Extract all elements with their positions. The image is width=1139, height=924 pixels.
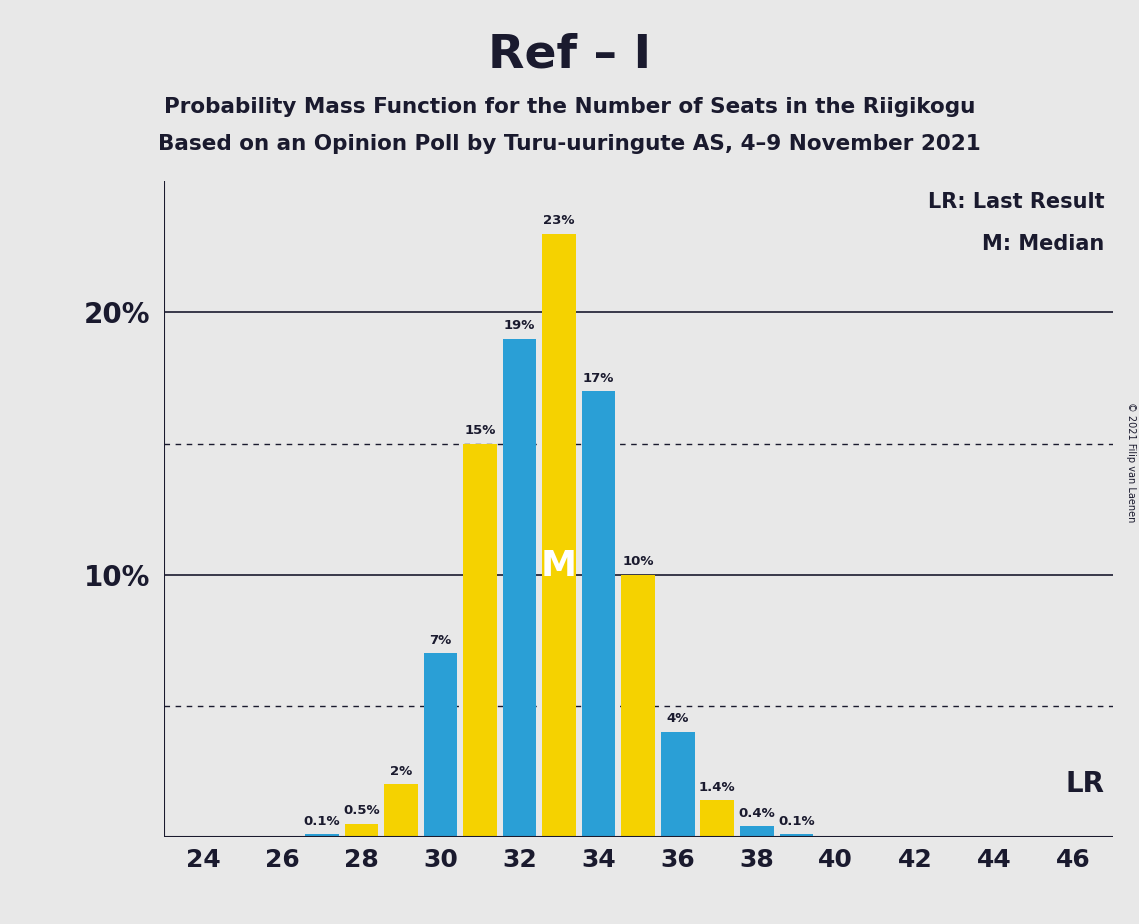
Text: Probability Mass Function for the Number of Seats in the Riigikogu: Probability Mass Function for the Number…	[164, 97, 975, 117]
Bar	[384, 784, 418, 837]
Text: 7%: 7%	[429, 634, 451, 647]
Text: 15%: 15%	[465, 424, 495, 437]
Text: 10%: 10%	[622, 555, 654, 568]
Text: 2%: 2%	[390, 765, 412, 778]
Text: Based on an Opinion Poll by Turu-uuringute AS, 4–9 November 2021: Based on an Opinion Poll by Turu-uuringu…	[158, 134, 981, 154]
Bar	[700, 800, 734, 837]
Text: M: M	[541, 549, 577, 582]
Bar	[542, 234, 576, 837]
Bar	[502, 339, 536, 837]
Text: 1.4%: 1.4%	[699, 781, 736, 794]
Text: © 2021 Filip van Laenen: © 2021 Filip van Laenen	[1126, 402, 1136, 522]
Bar	[345, 824, 378, 837]
Text: 0.1%: 0.1%	[778, 815, 814, 828]
Text: LR: Last Result: LR: Last Result	[928, 192, 1105, 212]
Text: LR: LR	[1066, 771, 1105, 798]
Text: 19%: 19%	[503, 319, 535, 332]
Bar	[424, 653, 457, 837]
Text: 17%: 17%	[583, 371, 614, 384]
Bar	[661, 732, 695, 837]
Text: 0.1%: 0.1%	[304, 815, 341, 828]
Bar	[740, 826, 773, 837]
Text: 0.4%: 0.4%	[738, 807, 776, 820]
Text: M: Median: M: Median	[983, 234, 1105, 254]
Text: 4%: 4%	[666, 712, 689, 725]
Text: 23%: 23%	[543, 214, 575, 227]
Bar	[622, 575, 655, 837]
Bar	[582, 391, 615, 837]
Bar	[779, 834, 813, 837]
Bar	[464, 444, 497, 837]
Text: Ref – I: Ref – I	[487, 32, 652, 78]
Bar	[305, 834, 338, 837]
Text: 0.5%: 0.5%	[343, 804, 379, 817]
